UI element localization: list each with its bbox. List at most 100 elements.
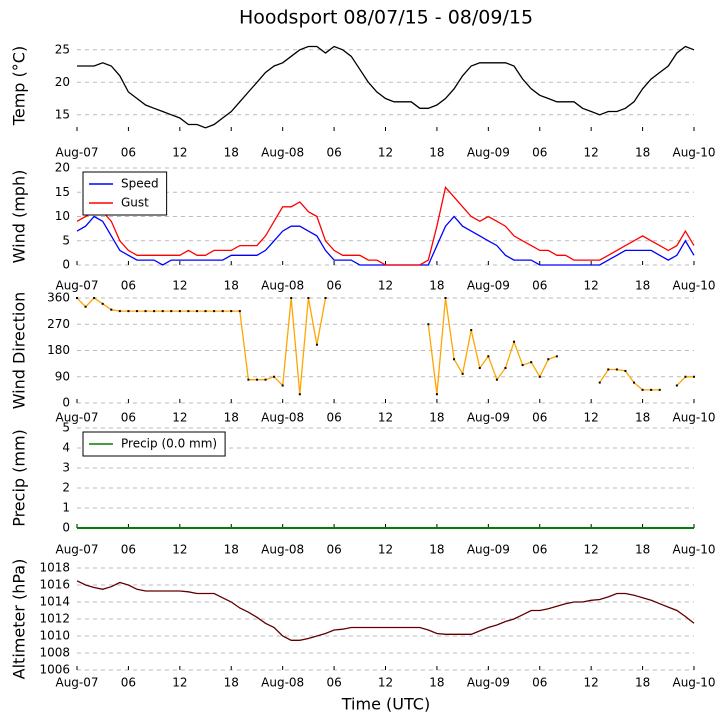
y-tick-label: 180	[47, 343, 70, 357]
x-tick-label: 12	[378, 146, 393, 160]
marker	[547, 358, 550, 361]
marker	[307, 297, 310, 299]
x-tick-label: 06	[326, 543, 341, 557]
marker	[658, 388, 661, 391]
marker	[178, 310, 181, 313]
x-tick-label: 06	[121, 279, 136, 293]
x-tick-label: 12	[584, 676, 599, 690]
marker	[470, 329, 473, 332]
y-tick-label: 1016	[39, 578, 70, 592]
legend: Speed Gust	[82, 171, 168, 216]
marker	[238, 310, 241, 313]
marker	[615, 368, 618, 371]
y-tick-label: 3	[62, 461, 70, 475]
x-tick-label: 18	[429, 543, 444, 557]
marker	[273, 375, 276, 378]
y-tick-label: 360	[47, 291, 70, 305]
x-tick-label: 12	[172, 411, 187, 425]
x-tick-label: Aug-08	[261, 676, 304, 690]
x-tick-label: 06	[121, 146, 136, 160]
series-line	[676, 376, 694, 386]
x-tick-label: Aug-07	[55, 146, 98, 160]
x-tick-label: 18	[635, 411, 650, 425]
x-tick-label: Aug-09	[467, 411, 510, 425]
y-tick-label: 0	[62, 258, 70, 272]
marker	[693, 375, 695, 378]
x-tick-label: 06	[326, 411, 341, 425]
y-tick-label: 5	[62, 233, 70, 247]
marker	[633, 381, 636, 384]
marker	[76, 297, 78, 299]
marker	[684, 375, 687, 378]
x-tick-label: 12	[172, 543, 187, 557]
x-tick-label: 12	[378, 543, 393, 557]
x-tick-label: 18	[635, 279, 650, 293]
y-tick-label: 270	[47, 317, 70, 331]
marker	[161, 310, 164, 313]
x-tick-label: Aug-10	[672, 411, 715, 425]
series-line	[427, 297, 558, 395]
marker	[478, 367, 481, 369]
series-line	[77, 45, 695, 129]
y-tick-label: 10	[55, 209, 70, 223]
y-tick-label: 15	[55, 185, 70, 199]
y-tick-label: 0	[62, 396, 70, 410]
marker	[204, 310, 207, 313]
series-line	[599, 368, 660, 391]
x-tick-label: 12	[378, 676, 393, 690]
marker	[84, 305, 87, 308]
y-tick-label: 1012	[39, 612, 70, 626]
x-tick-label: 18	[224, 146, 239, 160]
x-tick-label: 06	[532, 411, 547, 425]
x-tick-label: 18	[635, 543, 650, 557]
y-tick-label: 1008	[39, 646, 70, 660]
y-tick-label: 20	[55, 161, 70, 175]
marker	[221, 310, 224, 313]
marker	[435, 393, 438, 396]
marker	[153, 310, 156, 313]
marker	[461, 372, 464, 375]
x-tick-label: Aug-07	[55, 411, 98, 425]
x-tick-label: 12	[584, 279, 599, 293]
y-axis-label: Precip (mm)	[10, 429, 29, 527]
marker	[187, 310, 190, 313]
marker	[453, 358, 456, 361]
legend: Precip (0.0 mm)	[82, 431, 226, 457]
x-tick-label: 12	[378, 279, 393, 293]
x-tick-label: 06	[121, 676, 136, 690]
series-line	[76, 186, 695, 266]
marker	[555, 355, 558, 358]
x-tick-label: 18	[635, 676, 650, 690]
marker	[170, 310, 173, 313]
marker	[195, 310, 198, 313]
x-tick-label: Aug-08	[261, 279, 304, 293]
x-tick-label: 12	[584, 543, 599, 557]
marker	[110, 308, 113, 311]
marker	[135, 310, 138, 313]
marker	[93, 297, 96, 299]
y-axis-label: Altimeter (hPa)	[10, 559, 29, 680]
x-tick-label: 18	[429, 676, 444, 690]
x-tick-label: Aug-08	[261, 411, 304, 425]
marker	[213, 310, 216, 313]
x-tick-label: 06	[532, 279, 547, 293]
x-tick-label: 06	[532, 676, 547, 690]
legend-label: Speed	[121, 177, 159, 191]
y-axis-label: Wind Direction	[10, 292, 29, 410]
marker	[607, 368, 610, 371]
marker	[538, 375, 541, 378]
x-tick-label: Aug-10	[672, 146, 715, 160]
chart-title: Hoodsport 08/07/15 - 08/09/15	[239, 7, 533, 29]
x-tick-label: 06	[532, 543, 547, 557]
x-tick-label: 06	[326, 279, 341, 293]
y-axis-label: Wind (mph)	[10, 170, 29, 264]
legend-label: Gust	[121, 196, 149, 210]
x-tick-label: 12	[172, 146, 187, 160]
marker	[650, 388, 653, 391]
x-tick-label: 18	[429, 146, 444, 160]
marker	[315, 343, 318, 346]
x-tick-label: Aug-09	[467, 146, 510, 160]
x-tick-label: 12	[584, 411, 599, 425]
y-tick-label: 90	[55, 369, 70, 383]
